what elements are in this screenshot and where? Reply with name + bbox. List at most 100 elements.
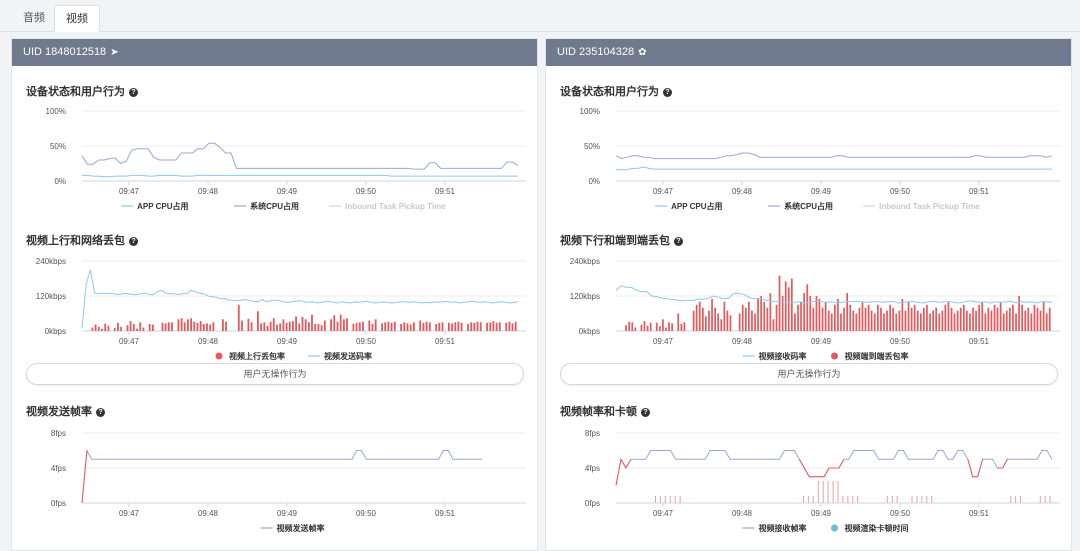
series-bar-packet-loss <box>104 323 107 331</box>
series-bar-e2e-loss <box>760 296 762 331</box>
series-bar-e2e-loss <box>886 310 888 331</box>
series-bar-packet-loss <box>117 322 119 331</box>
legend-label: 视频接收帧率 <box>759 523 807 533</box>
user-action-button[interactable]: 用户无操作行为 <box>26 363 524 385</box>
series-bar-packet-loss <box>422 322 425 331</box>
help-icon[interactable]: ? <box>663 88 672 97</box>
series-bar-packet-loss <box>206 323 208 331</box>
legend-label: Inbound Task Pickup Time <box>879 202 980 211</box>
x-tick-label: 09:47 <box>119 337 140 346</box>
series-bar-e2e-loss <box>990 310 993 331</box>
series-bar-e2e-loss <box>748 301 750 331</box>
x-tick-label: 09:48 <box>198 337 219 346</box>
fps-chart: 8fps 4fps 0fps 09:47 09:48 09:49 09:50 09:51 视频接… <box>585 429 1060 533</box>
series-bar-packet-loss <box>97 326 100 331</box>
series-bar-e2e-loss <box>913 304 916 332</box>
series-bar-packet-loss <box>167 322 170 332</box>
series-bar-packet-loss <box>292 321 294 331</box>
x-tick-label: 09:49 <box>811 509 832 518</box>
series-bar-e2e-loss <box>1018 296 1020 331</box>
fps-chart: 8fps 4fps 0fps 09:47 09:48 09:49 09:50 09:51 视频发… <box>51 429 526 533</box>
series-bar-e2e-loss <box>883 313 885 331</box>
series-bar-packet-loss <box>387 321 390 331</box>
series-bar-e2e-loss <box>784 281 787 331</box>
series-bar-packet-loss <box>237 304 240 332</box>
series-line-recv-bitrate <box>615 285 1053 304</box>
help-icon[interactable]: ? <box>96 408 105 417</box>
legend-marker <box>831 352 838 360</box>
series-bar-packet-loss <box>241 320 243 331</box>
series-bar-packet-loss <box>126 325 129 331</box>
series-bar-e2e-loss <box>649 322 652 331</box>
legend-label: 视频上行丢包率 <box>229 351 285 361</box>
series-bar-e2e-loss <box>769 293 772 331</box>
series-bar-packet-loss <box>308 322 310 332</box>
help-icon[interactable]: ? <box>129 88 138 97</box>
y-tick-label: 100% <box>580 107 600 116</box>
series-bar-e2e-loss <box>665 327 667 331</box>
series-bar-e2e-loss <box>840 313 842 331</box>
series-bar-packet-loss <box>129 321 132 331</box>
series-bar-packet-loss <box>486 322 488 331</box>
series-bar-e2e-loss <box>944 304 947 332</box>
help-icon[interactable]: ? <box>129 237 138 246</box>
series-bar-packet-loss <box>311 314 313 331</box>
series-bar-e2e-loss <box>861 301 864 331</box>
x-tick-label: 09:49 <box>277 509 298 518</box>
series-bar-e2e-loss <box>904 310 907 331</box>
series-bar-e2e-loss <box>754 313 756 331</box>
series-bar-packet-loss <box>212 322 215 332</box>
series-bar-e2e-loss <box>843 307 845 331</box>
series-bar-packet-loss <box>94 324 97 331</box>
y-tick-label: 4fps <box>51 464 66 473</box>
series-bar-packet-loss <box>107 325 110 332</box>
series-bar-e2e-loss <box>877 304 879 332</box>
x-tick-label: 09:48 <box>198 187 219 196</box>
series-bar-e2e-loss <box>803 293 805 331</box>
help-icon[interactable]: ? <box>674 237 683 246</box>
series-bar-packet-loss <box>381 323 383 331</box>
series-bar-packet-loss <box>343 319 345 331</box>
series-bar-e2e-loss <box>662 319 664 331</box>
series-bar-e2e-loss <box>791 278 793 331</box>
tab-video[interactable]: 视频 <box>54 5 100 32</box>
series-bar-e2e-loss <box>705 316 707 331</box>
series-bar-packet-loss <box>180 318 183 331</box>
series-bar-e2e-loss <box>981 301 984 331</box>
series-bar-packet-loss <box>260 323 262 331</box>
series-bar-e2e-loss <box>920 313 922 331</box>
series-bar-e2e-loss <box>1048 307 1051 331</box>
series-bar-packet-loss <box>187 319 189 331</box>
series-bar-packet-loss <box>428 322 431 332</box>
series-bar-e2e-loss <box>1030 313 1033 331</box>
series-bar-packet-loss <box>209 324 212 331</box>
cpu-section-title: 设备状态和用户行为? <box>560 83 672 99</box>
series-bar-e2e-loss <box>929 313 931 331</box>
series-bar-e2e-loss <box>720 319 723 331</box>
series-line-system-cpu <box>81 142 519 170</box>
series-bar-e2e-loss <box>892 307 894 331</box>
series-bar-e2e-loss <box>643 321 646 331</box>
series-bar-e2e-loss <box>941 310 944 331</box>
user-panel-right: UID 235104328 ✿ 设备状态和用户行为? 100% 50% 0% 09:47… <box>545 38 1072 551</box>
series-bar-packet-loss <box>282 319 285 331</box>
series-bar-packet-loss <box>371 324 374 331</box>
x-tick-label: 09:50 <box>356 187 377 196</box>
series-bar-e2e-loss <box>827 310 830 331</box>
network-section-title: 视频上行和网络丢包? <box>26 232 138 248</box>
network-chart: 240kbps 120kbps 0kbps 09:47 09:48 09:49 09:50 0… <box>570 257 1060 361</box>
series-bar-packet-loss <box>288 321 291 331</box>
user-action-button[interactable]: 用户无操作行为 <box>560 363 1058 385</box>
help-icon[interactable]: ? <box>641 408 650 417</box>
series-bar-packet-loss <box>139 322 142 332</box>
x-tick-label: 09:49 <box>811 337 832 346</box>
series-bar-packet-loss <box>279 323 282 331</box>
series-bar-e2e-loss <box>953 313 956 331</box>
tab-audio[interactable]: 音频 <box>23 12 45 24</box>
series-bar-packet-loss <box>492 321 495 331</box>
section-title-text: 设备状态和用户行为 <box>560 86 659 98</box>
x-tick-label: 09:49 <box>277 337 298 346</box>
series-bar-packet-loss <box>269 321 272 331</box>
series-bar-e2e-loss <box>806 284 809 331</box>
legend-label: 系统CPU占用 <box>784 201 833 211</box>
